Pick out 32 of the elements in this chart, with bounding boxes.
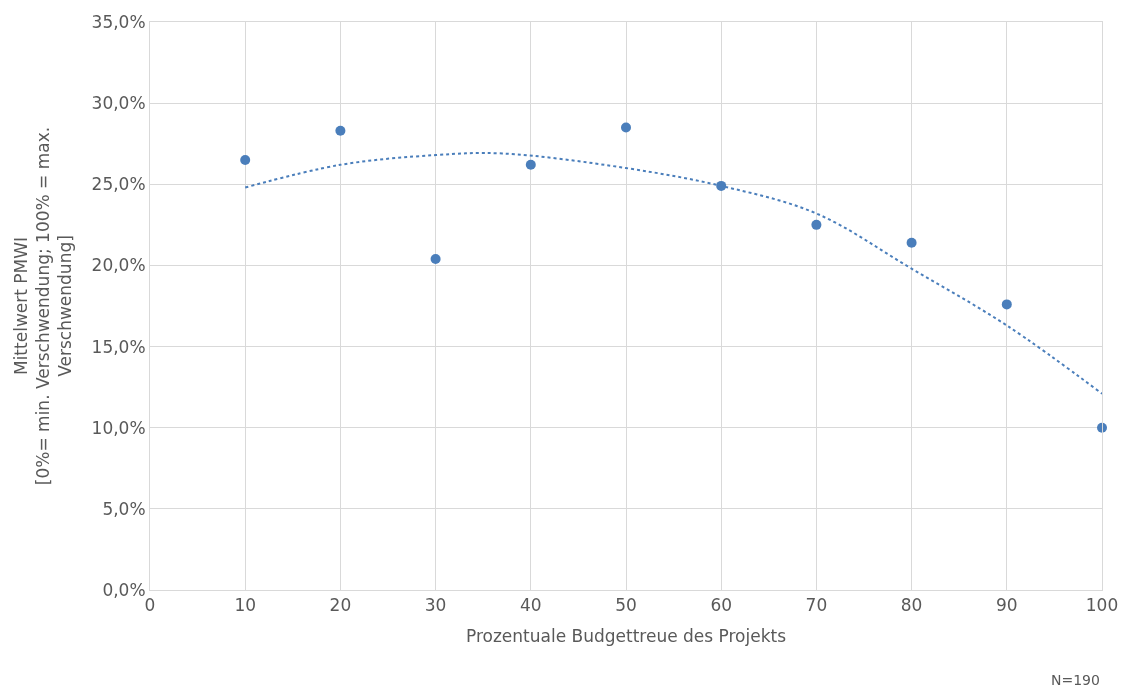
y-tick-label: 35,0% — [91, 11, 146, 32]
y-tick-label: 10,0% — [91, 417, 146, 438]
x-tick-label: 20 — [329, 595, 352, 616]
y-tick-label: 15,0% — [91, 336, 146, 357]
point — [1001, 299, 1012, 310]
point — [335, 125, 346, 136]
point — [621, 122, 631, 133]
y-tick-label: 0,0% — [102, 579, 146, 600]
x-tick-label: 10 — [234, 595, 257, 616]
text: N=190 — [1051, 672, 1100, 688]
x-tick-label: 30 — [424, 595, 447, 616]
x-tick-label: 100 — [1085, 595, 1119, 616]
x-tick-label: 60 — [710, 595, 733, 616]
point — [716, 180, 727, 191]
x-tick-label: 50 — [615, 595, 637, 616]
point — [906, 237, 917, 248]
x-tick-label: 70 — [805, 595, 828, 616]
point — [430, 253, 441, 264]
y-tick-label: 20,0% — [91, 255, 146, 276]
x-tick-label: 0 — [144, 595, 156, 616]
point — [525, 159, 536, 170]
point — [811, 219, 822, 230]
y-tick-label: 5,0% — [102, 498, 146, 519]
y-tick-label: 30,0% — [91, 93, 146, 114]
x-tick-label: 40 — [519, 595, 542, 616]
y-axis-title: Mittelwert PMWI [0%= min. Verschwendung; 100% = max. Verschwendung] — [10, 126, 76, 486]
x-axis-title: Prozentuale Budgettreue des Projekts — [465, 625, 787, 646]
x-tick-label: 90 — [995, 595, 1018, 616]
x-tick-label: 80 — [900, 595, 923, 616]
point — [240, 154, 251, 165]
line-series — [244, 151, 1102, 395]
y-tick-label: 25,0% — [91, 174, 146, 195]
